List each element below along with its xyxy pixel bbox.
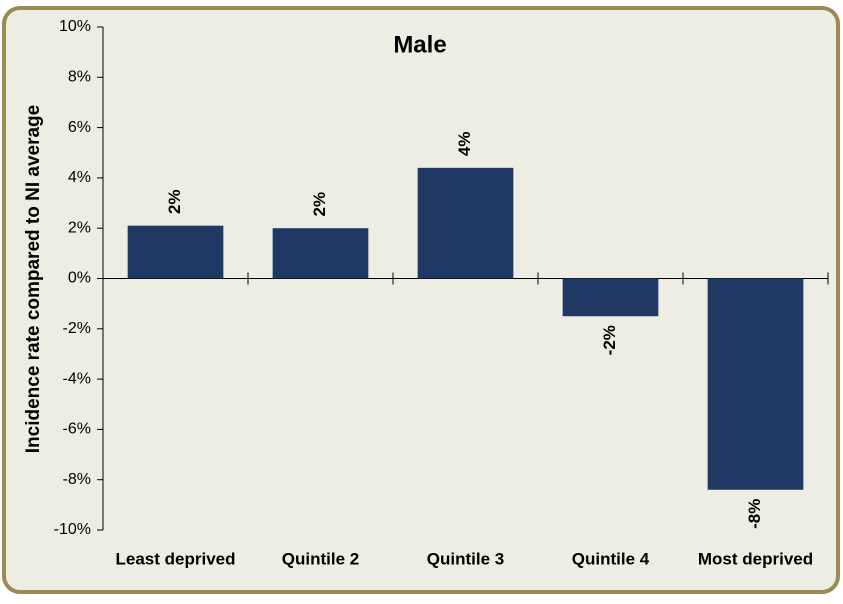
bar [707,278,804,490]
y-tick-label: 2% [68,219,91,236]
value-label: -8% [745,499,764,529]
y-tick-label: 4% [68,169,91,186]
value-label: 2% [310,192,329,217]
y-tick-label: 8% [68,69,91,86]
x-tick-label: Most deprived [698,549,813,568]
bar [562,278,659,317]
y-tick-label: -6% [63,421,91,438]
value-label: 2% [165,189,184,214]
y-tick-label: -2% [63,320,91,337]
chart-title: Male [393,31,446,58]
bar [127,225,224,279]
x-tick-label: Quintile 3 [427,549,504,568]
y-tick-label: -4% [63,370,91,387]
y-tick-label: -10% [54,521,91,538]
bar [272,228,369,279]
y-tick-label: 10% [59,18,91,35]
bar [417,167,514,279]
x-tick-label: Least deprived [116,549,236,568]
x-tick-label: Quintile 4 [572,549,650,568]
x-tick-label: Quintile 2 [282,549,359,568]
y-tick-label: 0% [68,270,91,287]
chart-frame [2,6,840,594]
y-tick-label: 6% [68,119,91,136]
y-tick-label: -8% [63,471,91,488]
value-label: 4% [455,132,474,157]
value-label: -2% [600,325,619,355]
y-axis-label: Incidence rate compared to NI average [23,105,44,453]
